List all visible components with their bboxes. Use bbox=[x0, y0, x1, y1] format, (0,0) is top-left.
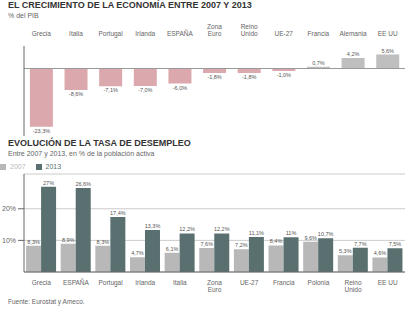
svg-text:UE-27: UE-27 bbox=[240, 279, 259, 286]
svg-text:-6,0%: -6,0% bbox=[173, 85, 187, 91]
svg-text:10,7%: 10,7% bbox=[318, 231, 334, 237]
svg-text:Portugal: Portugal bbox=[98, 279, 123, 287]
svg-text:6,1%: 6,1% bbox=[166, 246, 179, 252]
svg-text:ESPAÑA: ESPAÑA bbox=[167, 29, 194, 37]
svg-text:8,4%: 8,4% bbox=[270, 238, 283, 244]
svg-text:-7,1%: -7,1% bbox=[103, 87, 117, 93]
svg-text:-1,8%: -1,8% bbox=[207, 74, 221, 80]
svg-text:ZonaEuro: ZonaEuro bbox=[207, 279, 222, 293]
svg-text:Francia: Francia bbox=[308, 30, 330, 37]
svg-text:17,4%: 17,4% bbox=[110, 210, 126, 216]
svg-text:13,3%: 13,3% bbox=[145, 223, 161, 229]
svg-text:-1,0%: -1,0% bbox=[277, 72, 291, 78]
html-text:2007: 2007 bbox=[10, 163, 26, 170]
svg-text:26,6%: 26,6% bbox=[75, 181, 91, 187]
svg-text:ReinoUnido: ReinoUnido bbox=[345, 279, 362, 293]
svg-text:12,2%: 12,2% bbox=[214, 226, 230, 232]
svg-text:27%: 27% bbox=[43, 180, 54, 186]
svg-text:8,9%: 8,9% bbox=[62, 237, 75, 243]
svg-text:ESPAÑA: ESPAÑA bbox=[63, 278, 90, 286]
html-text:Fuente: Eurostat y Ameco.: Fuente: Eurostat y Ameco. bbox=[8, 298, 85, 305]
svg-text:Alemania: Alemania bbox=[339, 30, 366, 37]
svg-text:0,7%: 0,7% bbox=[312, 60, 325, 66]
html-text:Entre 2007 y 2013, en % de la: Entre 2007 y 2013, en % de la población … bbox=[8, 150, 155, 157]
svg-text:4,2%: 4,2% bbox=[347, 51, 360, 57]
svg-text:ZonaEuro: ZonaEuro bbox=[207, 23, 222, 37]
svg-text:EE UU: EE UU bbox=[378, 30, 398, 37]
svg-text:-1,8%: -1,8% bbox=[242, 74, 256, 80]
svg-text:7,7%: 7,7% bbox=[354, 241, 367, 247]
svg-text:9,6%: 9,6% bbox=[304, 235, 317, 241]
svg-text:EE UU: EE UU bbox=[378, 279, 398, 286]
svg-text:4,7%: 4,7% bbox=[131, 250, 144, 256]
svg-text:Irlanda: Irlanda bbox=[135, 279, 155, 286]
svg-text:7,5%: 7,5% bbox=[389, 241, 402, 247]
svg-text:Portugal: Portugal bbox=[98, 30, 123, 38]
svg-text:11%: 11% bbox=[286, 230, 297, 236]
svg-text:11,1%: 11,1% bbox=[249, 230, 264, 236]
svg-text:-7,0%: -7,0% bbox=[138, 87, 152, 93]
svg-text:12,2%: 12,2% bbox=[179, 226, 195, 232]
html-text:EL CRECIMIENTO DE LA ECONOMÍA: EL CRECIMIENTO DE LA ECONOMÍA ENTRE 2007… bbox=[8, 0, 252, 10]
svg-text:Francia: Francia bbox=[273, 279, 295, 286]
svg-text:4,6%: 4,6% bbox=[374, 250, 387, 256]
svg-text:ReinoUnido: ReinoUnido bbox=[241, 23, 258, 37]
svg-text:UE-27: UE-27 bbox=[275, 30, 294, 37]
svg-text:Italia: Italia bbox=[173, 279, 187, 286]
html-text:% del PIB: % del PIB bbox=[8, 12, 39, 19]
svg-text:10%: 10% bbox=[8, 237, 16, 244]
svg-text:Grecia: Grecia bbox=[32, 30, 52, 37]
svg-text:Italia: Italia bbox=[69, 30, 83, 37]
svg-text:20%: 20% bbox=[8, 205, 16, 212]
svg-text:5,6%: 5,6% bbox=[381, 48, 394, 54]
svg-text:-8,6%: -8,6% bbox=[69, 91, 83, 97]
svg-text:8,3%: 8,3% bbox=[27, 239, 40, 245]
html-text:2013: 2013 bbox=[45, 163, 62, 170]
html-text:EVOLUCIÓN DE LA TASA DE DESEMP: EVOLUCIÓN DE LA TASA DE DESEMPLEO bbox=[8, 138, 191, 148]
svg-text:Irlanda: Irlanda bbox=[135, 30, 155, 37]
svg-text:5,3%: 5,3% bbox=[339, 248, 352, 254]
svg-text:-23,3%: -23,3% bbox=[33, 128, 51, 134]
svg-text:7,6%: 7,6% bbox=[200, 241, 213, 247]
svg-text:8,3%: 8,3% bbox=[97, 239, 110, 245]
svg-text:Grecia: Grecia bbox=[32, 279, 52, 286]
svg-text:Polonia: Polonia bbox=[308, 279, 330, 286]
svg-text:7,2%: 7,2% bbox=[235, 242, 248, 248]
